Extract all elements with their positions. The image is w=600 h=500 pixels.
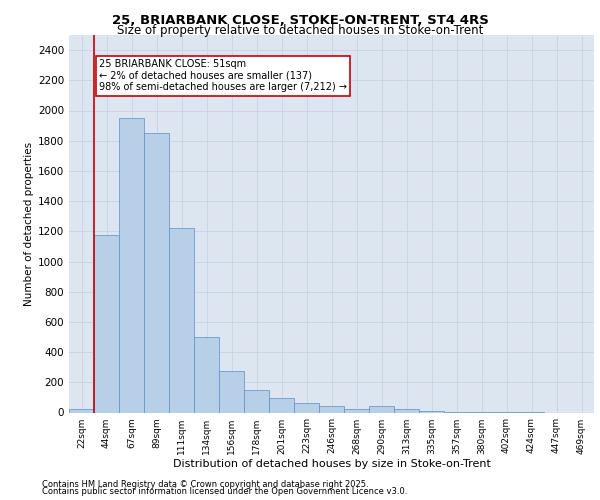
Bar: [344, 408, 369, 412]
Bar: [194, 337, 219, 412]
X-axis label: Distribution of detached houses by size in Stoke-on-Trent: Distribution of detached houses by size …: [173, 460, 490, 469]
Bar: [69, 408, 94, 412]
Text: 25, BRIARBANK CLOSE, STOKE-ON-TRENT, ST4 4RS: 25, BRIARBANK CLOSE, STOKE-ON-TRENT, ST4…: [112, 14, 488, 27]
Text: Contains HM Land Registry data © Crown copyright and database right 2025.: Contains HM Land Registry data © Crown c…: [42, 480, 368, 489]
Bar: [144, 133, 169, 412]
Text: 25 BRIARBANK CLOSE: 51sqm
← 2% of detached houses are smaller (137)
98% of semi-: 25 BRIARBANK CLOSE: 51sqm ← 2% of detach…: [99, 59, 347, 92]
Bar: [169, 228, 194, 412]
Bar: [269, 398, 294, 412]
Bar: [244, 390, 269, 412]
Bar: [294, 404, 319, 412]
Bar: [94, 235, 119, 412]
Bar: [319, 406, 344, 412]
Text: Contains public sector information licensed under the Open Government Licence v3: Contains public sector information licen…: [42, 487, 407, 496]
Bar: [394, 410, 419, 412]
Bar: [369, 406, 394, 412]
Bar: [219, 371, 244, 412]
Bar: [119, 118, 144, 412]
Y-axis label: Number of detached properties: Number of detached properties: [24, 142, 34, 306]
Text: Size of property relative to detached houses in Stoke-on-Trent: Size of property relative to detached ho…: [117, 24, 483, 37]
